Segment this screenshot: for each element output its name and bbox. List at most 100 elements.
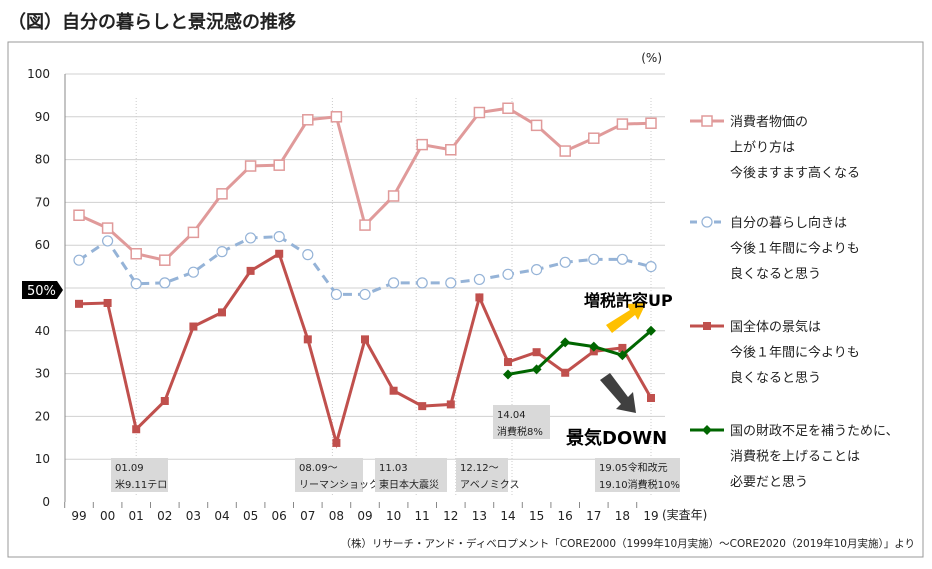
event-annotation: 12.12～ アベノミクス — [456, 458, 520, 492]
x-tick-label: 14 — [500, 509, 515, 523]
unit-label: (%) — [641, 51, 662, 65]
annotation-text: アベノミクス — [460, 479, 520, 491]
data-point — [646, 325, 656, 336]
x-tick-label: 02 — [157, 509, 172, 523]
data-point — [504, 358, 512, 367]
y-tick-label: 60 — [35, 238, 50, 252]
data-point — [160, 396, 169, 405]
series-0 — [73, 102, 657, 266]
legend-label: 今後１年間に今よりも — [730, 241, 860, 257]
data-point — [530, 263, 543, 276]
series-2 — [75, 249, 655, 449]
data-point — [502, 268, 514, 280]
data-point — [273, 159, 285, 171]
data-point — [531, 364, 542, 375]
data-point — [189, 322, 198, 331]
x-tick-label: 19 — [643, 509, 658, 523]
data-point — [159, 277, 171, 289]
data-point — [361, 335, 369, 344]
x-tick-label: 06 — [272, 509, 287, 523]
annotation-text: 19.05令和改元 — [599, 461, 668, 474]
data-point — [475, 293, 484, 302]
data-point — [702, 425, 712, 435]
annotation-text: 19.10消費税10% — [599, 478, 680, 491]
data-point — [101, 235, 114, 247]
x-tick-label: 16 — [558, 509, 573, 523]
x-axis-suffix: (実査年) — [662, 507, 707, 522]
annotation-box — [375, 458, 447, 492]
annotation-text: 08.09～ — [299, 463, 338, 474]
annotation-text: 消費税8% — [497, 425, 543, 438]
x-tick-label: 18 — [615, 509, 630, 523]
data-point — [332, 438, 341, 447]
y-tick-label: 80 — [35, 153, 50, 167]
x-tick-label: 12 — [443, 509, 458, 523]
legend-label: 今後ますます高くなる — [730, 165, 860, 181]
legend-label: 国全体の景気は — [730, 319, 821, 335]
data-point — [389, 386, 398, 395]
data-point — [218, 308, 226, 317]
annotation-text: 米9.11テロ — [115, 478, 167, 491]
source-note: （株）リサーチ・アンド・ディベロプメント「CORE2000（1999年10月実施… — [340, 537, 915, 550]
data-point — [532, 348, 541, 357]
annotation-box — [493, 405, 550, 439]
data-point — [588, 253, 600, 265]
chart-frame — [7, 41, 924, 558]
data-point — [388, 277, 400, 289]
legend-label: 今後１年間に今よりも — [730, 345, 860, 361]
x-tick-label: 01 — [129, 509, 144, 523]
y-tick-label: 70 — [35, 195, 50, 209]
data-point — [561, 368, 570, 377]
data-point — [246, 266, 255, 275]
data-point — [618, 343, 627, 352]
event-annotation: 14.04 消費税8% — [493, 405, 550, 439]
data-point — [273, 231, 285, 243]
series-line — [507, 329, 652, 376]
annotation-box — [456, 458, 508, 492]
data-point — [416, 138, 428, 151]
data-point — [502, 102, 514, 114]
annotation-text: 11.03 — [379, 463, 408, 474]
y-tick-label: 100 — [27, 67, 50, 81]
data-point — [187, 226, 200, 239]
y-tick-label: 10 — [35, 452, 50, 466]
legend-label: 必要だと思う — [730, 475, 808, 490]
data-point — [617, 350, 628, 361]
data-point — [216, 188, 228, 200]
legend-label: 良くなると思う — [730, 370, 821, 386]
data-point — [530, 119, 543, 132]
data-point — [103, 298, 112, 307]
data-point — [187, 266, 199, 278]
data-point — [703, 322, 711, 330]
tax-acceptance-up-callout: 増税許容UP — [584, 291, 673, 310]
data-point — [559, 256, 571, 268]
annotation-text: 東日本大震災 — [379, 478, 439, 491]
y-tick-label: 40 — [35, 324, 50, 338]
data-point — [387, 190, 400, 202]
up-arrow-icon — [606, 303, 646, 333]
data-point — [303, 335, 312, 344]
data-point — [216, 246, 228, 258]
annotation-text: 12.12～ — [460, 463, 499, 474]
data-point — [245, 232, 257, 244]
data-point — [588, 341, 599, 352]
data-point — [73, 254, 85, 266]
data-point — [588, 132, 600, 144]
legend-label: 上がり方は — [730, 140, 795, 156]
data-point — [445, 144, 457, 156]
data-point — [73, 209, 85, 221]
data-point — [416, 277, 428, 289]
y-tick-label: 90 — [35, 110, 50, 124]
x-tick-label: 07 — [300, 509, 315, 523]
x-tick-label: 08 — [329, 509, 344, 523]
data-point — [359, 288, 371, 301]
data-point — [359, 219, 371, 231]
data-point — [645, 261, 657, 273]
x-tick-label: 17 — [586, 509, 601, 523]
series-line — [78, 106, 652, 262]
legend-label: 良くなると思う — [730, 266, 821, 282]
legend-label: 消費税を上げることは — [730, 450, 860, 465]
